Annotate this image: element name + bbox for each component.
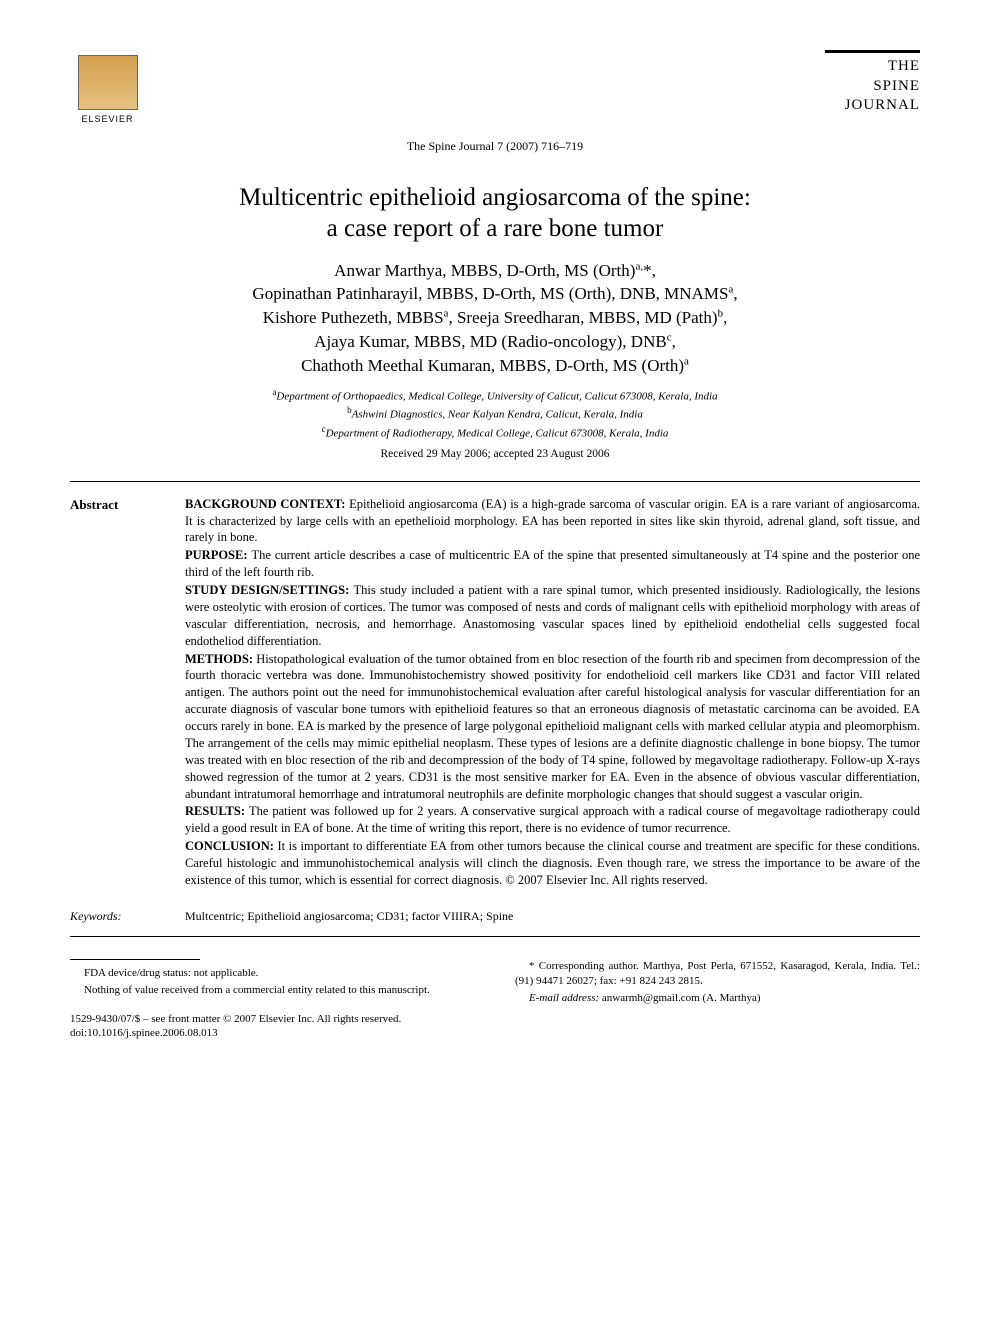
affiliation-line: aDepartment of Orthopaedics, Medical Col…: [70, 386, 920, 405]
disclosure-statement: Nothing of value received from a commerc…: [70, 983, 475, 998]
abstract-section-heading: CONCLUSION:: [185, 839, 277, 853]
abstract-section-heading: BACKGROUND CONTEXT:: [185, 497, 349, 511]
abstract-section-heading: PURPOSE:: [185, 548, 251, 562]
abstract-section: PURPOSE: The current article describes a…: [185, 547, 920, 581]
journal-reference: The Spine Journal 7 (2007) 716–719: [70, 138, 920, 154]
keywords-label: Keywords:: [70, 908, 185, 924]
footnote-rule: [70, 959, 200, 960]
footer-right-column: * Corresponding author. Marthya, Post Pe…: [515, 959, 920, 1040]
page-header: ELSEVIER THE SPINE JOURNAL: [70, 50, 920, 130]
journal-logo-line-3: JOURNAL: [825, 96, 920, 116]
title-line-2: a case report of a rare bone tumor: [327, 215, 664, 242]
received-accepted-dates: Received 29 May 2006; accepted 23 August…: [70, 447, 920, 463]
publisher-name: ELSEVIER: [81, 113, 133, 125]
keywords-text: Multcentric; Epithelioid angiosarcoma; C…: [185, 908, 920, 924]
publisher-logo: ELSEVIER: [70, 50, 145, 130]
authors-block: Anwar Marthya, MBBS, D-Orth, MS (Orth)a,…: [70, 259, 920, 378]
divider-bottom: [70, 936, 920, 937]
email-line: E-mail address: anwarmh@gmail.com (A. Ma…: [515, 991, 920, 1006]
email-suffix: (A. Marthya): [702, 992, 760, 1004]
keywords-row: Keywords: Multcentric; Epithelioid angio…: [70, 900, 920, 936]
page-footer: FDA device/drug status: not applicable. …: [70, 959, 920, 1040]
abstract-section: BACKGROUND CONTEXT: Epithelioid angiosar…: [185, 496, 920, 547]
abstract-section-heading: METHODS:: [185, 652, 256, 666]
abstract-section: RESULTS: The patient was followed up for…: [185, 803, 920, 837]
elsevier-tree-icon: [78, 55, 138, 110]
abstract-section-heading: RESULTS:: [185, 804, 249, 818]
copyright-line: 1529-9430/07/$ – see front matter © 2007…: [70, 1012, 475, 1026]
article-title: Multicentric epithelioid angiosarcoma of…: [70, 182, 920, 245]
fda-status: FDA device/drug status: not applicable.: [70, 966, 475, 981]
abstract-label: Abstract: [70, 496, 185, 890]
email-label: E-mail address:: [529, 992, 599, 1004]
journal-logo-line-2: SPINE: [825, 77, 920, 97]
abstract-body: BACKGROUND CONTEXT: Epithelioid angiosar…: [185, 496, 920, 890]
copyright-block: 1529-9430/07/$ – see front matter © 2007…: [70, 1012, 475, 1041]
affiliation-line: cDepartment of Radiotherapy, Medical Col…: [70, 423, 920, 442]
abstract-section: METHODS: Histopathological evaluation of…: [185, 651, 920, 803]
affiliations-block: aDepartment of Orthopaedics, Medical Col…: [70, 386, 920, 442]
abstract-block: Abstract BACKGROUND CONTEXT: Epithelioid…: [70, 482, 920, 900]
abstract-section: CONCLUSION: It is important to different…: [185, 838, 920, 889]
doi-line: doi:10.1016/j.spinee.2006.08.013: [70, 1026, 475, 1040]
author-email-link[interactable]: anwarmh@gmail.com: [602, 992, 700, 1004]
abstract-section-heading: STUDY DESIGN/SETTINGS:: [185, 583, 353, 597]
journal-logo: THE SPINE JOURNAL: [825, 50, 920, 116]
title-line-1: Multicentric epithelioid angiosarcoma of…: [239, 184, 751, 211]
affiliation-line: bAshwini Diagnostics, Near Kalyan Kendra…: [70, 404, 920, 423]
abstract-section: STUDY DESIGN/SETTINGS: This study includ…: [185, 582, 920, 650]
footer-left-column: FDA device/drug status: not applicable. …: [70, 959, 475, 1040]
journal-logo-line-1: THE: [825, 57, 920, 77]
corresponding-author: * Corresponding author. Marthya, Post Pe…: [515, 959, 920, 989]
